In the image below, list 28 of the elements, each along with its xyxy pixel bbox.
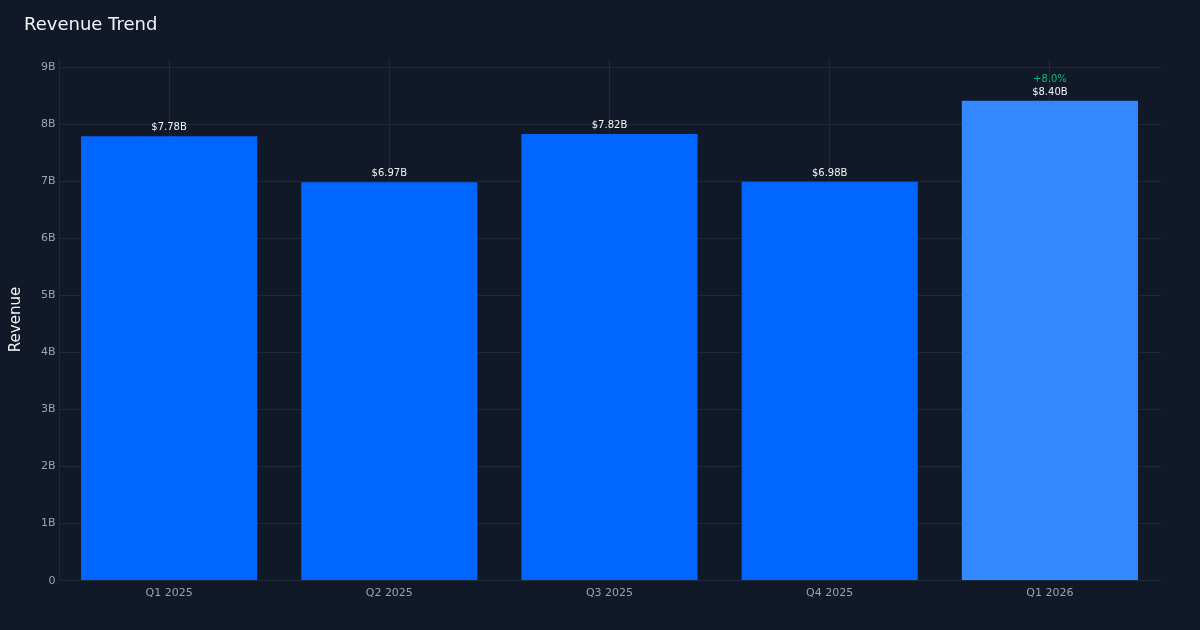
x-tick-label: Q3 2025 <box>585 585 634 599</box>
data-label: $7.82B <box>591 118 628 130</box>
x-tick-label: Q4 2025 <box>806 585 854 599</box>
y-tick-label: 2B <box>40 459 56 473</box>
y-tick-label: 1B <box>40 516 56 530</box>
y-axis-title: Revenue <box>5 286 24 353</box>
bar <box>81 136 258 580</box>
data-label: $7.78B <box>151 121 187 133</box>
y-tick-label: 4B <box>40 345 56 359</box>
y-tick-label: 9B <box>40 60 56 74</box>
x-tick-label: Q1 2026 <box>1026 585 1074 599</box>
y-tick-label: 6B <box>40 231 56 245</box>
x-tick-label: Q1 2025 <box>145 585 193 599</box>
y-tick-label: 7B <box>40 174 56 188</box>
bar <box>741 181 918 580</box>
data-label: $6.98B <box>811 166 848 178</box>
data-label: $6.97B <box>371 167 408 179</box>
y-tick-label: 3B <box>40 402 56 416</box>
annotation: +8.0% <box>1033 72 1067 84</box>
bar <box>521 133 698 580</box>
x-tick-label: Q2 2025 <box>365 585 413 599</box>
y-tick-label: 0 <box>48 573 56 587</box>
y-tick-label: 5B <box>40 288 56 302</box>
y-tick-label: 8B <box>40 117 56 131</box>
bar <box>301 182 478 580</box>
data-label: $8.40B <box>1032 85 1068 97</box>
bar <box>961 100 1138 580</box>
chart-title: Revenue Trend <box>24 13 158 34</box>
